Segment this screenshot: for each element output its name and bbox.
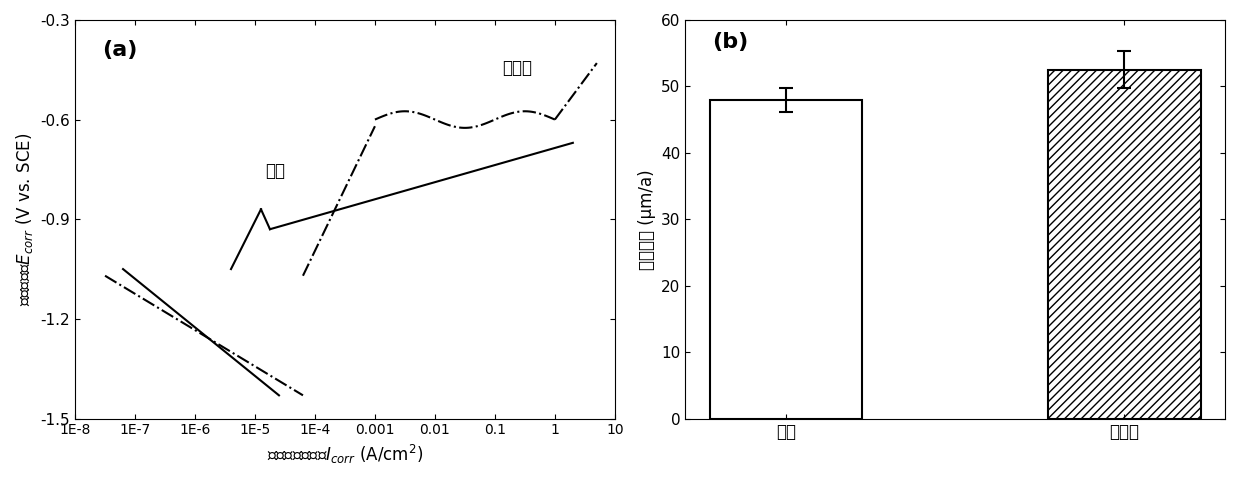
Y-axis label: 降解速率 (μm/a): 降解速率 (μm/a) [638,169,655,270]
Text: 热轧态: 热轧态 [502,59,532,77]
Text: 铸态: 铸态 [265,162,285,180]
X-axis label: 腐蚀电流密度，$I_{corr}$ (A/cm$^2$): 腐蚀电流密度，$I_{corr}$ (A/cm$^2$) [266,443,422,466]
Bar [710,100,862,419]
Text: (a): (a) [102,40,138,60]
Y-axis label: 腐蚀电位，$E_{corr}$ (V vs. SCE): 腐蚀电位，$E_{corr}$ (V vs. SCE) [14,132,35,306]
Text: (b): (b) [712,32,748,52]
Bar [1048,70,1201,419]
